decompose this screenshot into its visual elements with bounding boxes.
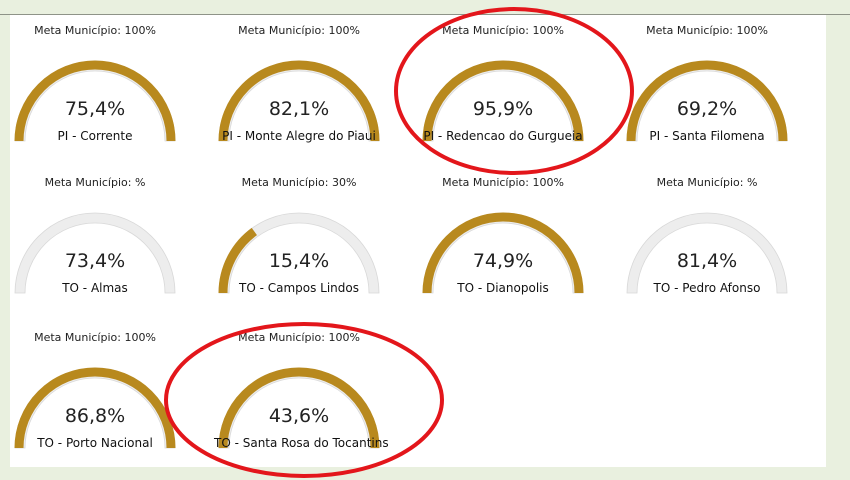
meta-label: Meta Município: 100% [34, 331, 156, 344]
gauge-to-santa-rosa-do-tocantins: Meta Município: 100% 43,6% TO - Santa Rosa… [214, 322, 418, 477]
gauge-to-almas: Meta Município: % 73,4% TO - Almas [10, 167, 214, 322]
municipality-label: TO - Almas [62, 281, 128, 295]
gauge-dial [626, 60, 788, 142]
gauge-dial [626, 212, 788, 294]
gauge-value: 74,9% [472, 250, 534, 272]
gauge-meta-arc [422, 212, 584, 294]
meta-label: Meta Município: 30% [241, 176, 357, 189]
meta-label: Meta Município: 100% [442, 176, 564, 189]
meta-label: Meta Município: 100% [34, 24, 156, 37]
municipality-label: TO - Santa Rosa do Tocantins [214, 436, 389, 450]
municipality-label: TO - Campos Lindos [238, 281, 360, 295]
gauge-value: 69,2% [676, 98, 738, 120]
gauge-pi-corrente: Meta Município: 100% 75,4% PI - Corrente [10, 15, 214, 170]
meta-label: Meta Município: % [656, 176, 758, 189]
gauge-panel: Meta Município: 100% 75,4% PI - Corrente Me… [10, 15, 826, 467]
gauge-value: 15,4% [268, 250, 330, 272]
gauge-value: 82,1% [268, 98, 330, 120]
gauge-meta-arc [626, 60, 788, 142]
meta-label: Meta Município: 100% [238, 331, 360, 344]
municipality-label: PI - Monte Alegre do Piaui [222, 129, 376, 143]
gauge-value: 86,8% [64, 405, 126, 427]
meta-label: Meta Município: 100% [646, 24, 768, 37]
gauge-to-campos-lindos: Meta Município: 30% 15,4% TO - Campos Lind… [214, 167, 418, 322]
gauge-pi-monte-alegre-do-piaui: Meta Município: 100% 82,1% PI - Monte Aleg… [214, 15, 418, 170]
gauge-dial [14, 212, 176, 294]
gauge-value: 81,4% [676, 250, 738, 272]
municipality-label: TO - Porto Nacional [37, 436, 153, 450]
meta-label: Meta Município: % [44, 176, 146, 189]
municipality-label: PI - Redencao do Gurgueia [423, 129, 583, 143]
gauge-to-pedro-afonso: Meta Município: % 81,4% TO - Pedro Afonso [622, 167, 826, 322]
gauge-meta-arc [14, 60, 176, 142]
gauge-meta-arc [14, 367, 176, 449]
gauge-pi-santa-filomena: Meta Município: 100% 69,2% PI - Santa Filo… [622, 15, 826, 170]
gauge-dial [218, 212, 380, 294]
gauge-track [626, 212, 788, 294]
gauge-meta-arc [218, 227, 258, 294]
municipality-label: TO - Pedro Afonso [653, 281, 761, 295]
municipality-label: PI - Corrente [57, 129, 133, 143]
gauge-pi-redencao-do-gurgueia: Meta Município: 100% 95,9% PI - Redencao d… [418, 15, 622, 170]
gauge-track [14, 212, 176, 294]
gauge-meta-arc [218, 60, 380, 142]
municipality-label: PI - Santa Filomena [649, 129, 765, 143]
gauge-value: 75,4% [64, 98, 126, 120]
gauge-track [218, 212, 380, 294]
gauge-value: 43,6% [268, 405, 330, 427]
gauge-dial [14, 60, 176, 142]
gauge-dial [422, 212, 584, 294]
gauge-dial [218, 60, 380, 142]
municipality-label: TO - Dianopolis [457, 281, 549, 295]
meta-label: Meta Município: 100% [238, 24, 360, 37]
meta-label: Meta Município: 100% [442, 24, 564, 37]
gauge-value: 73,4% [64, 250, 126, 272]
gauge-value: 95,9% [472, 98, 534, 120]
gauge-to-porto-nacional: Meta Município: 100% 86,8% TO - Porto Naci… [10, 322, 214, 477]
gauge-to-dianopolis: Meta Município: 100% 74,9% TO - Dianopolis [418, 167, 622, 322]
